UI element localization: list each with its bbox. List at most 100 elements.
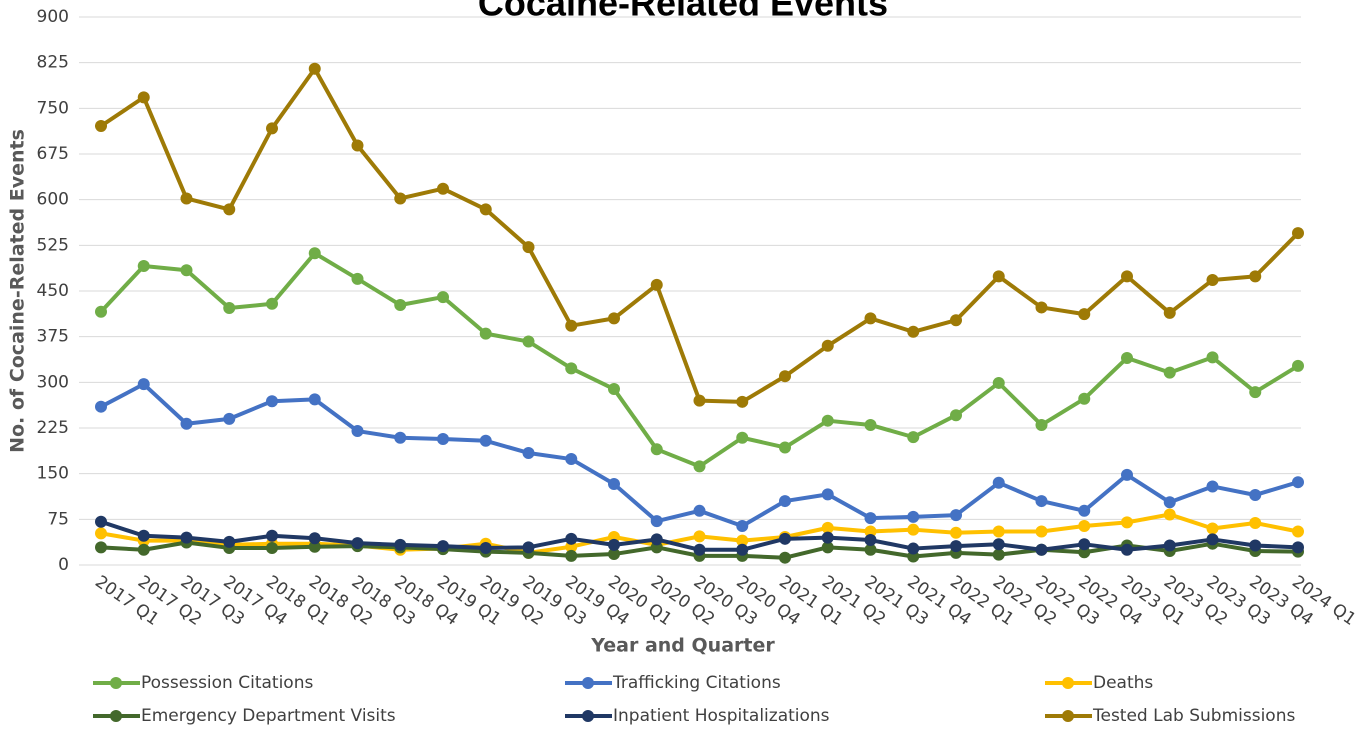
data-point: [1249, 488, 1262, 501]
data-point: [180, 192, 193, 205]
data-point: [1121, 543, 1133, 556]
data-point: [1249, 270, 1262, 283]
y-tick-label: 675: [37, 144, 69, 164]
data-point: [437, 540, 449, 553]
data-point: [1078, 538, 1091, 551]
data-point: [1163, 508, 1176, 521]
data-point: [1206, 533, 1219, 546]
data-point: [864, 543, 877, 556]
data-point: [907, 542, 920, 555]
data-point: [137, 543, 150, 556]
data-point: [650, 278, 663, 291]
data-point: [223, 203, 236, 216]
data-point: [1292, 476, 1304, 489]
y-tick-label: 750: [37, 98, 69, 118]
legend-label: Trafficking Citations: [612, 673, 781, 693]
data-point: [351, 272, 364, 285]
data-point: [1035, 543, 1048, 556]
data-point: [608, 478, 620, 491]
data-point: [394, 192, 407, 205]
y-tick-label: 150: [37, 464, 69, 484]
legend-marker: [110, 677, 122, 689]
data-point: [437, 291, 449, 304]
data-point: [1206, 522, 1219, 535]
data-point: [266, 529, 278, 542]
legend-marker: [1062, 710, 1074, 722]
data-point: [308, 532, 321, 545]
y-tick-label: 525: [37, 235, 69, 255]
data-point: [736, 395, 749, 408]
data-point: [95, 541, 107, 554]
legend-marker: [1062, 677, 1074, 689]
y-tick-label: 225: [37, 418, 69, 438]
data-point: [351, 139, 364, 152]
data-point: [693, 530, 706, 543]
y-tick-label: 375: [37, 327, 69, 347]
data-point: [479, 327, 492, 340]
data-point: [864, 312, 877, 325]
data-point: [1121, 468, 1133, 481]
data-point: [223, 412, 236, 425]
data-point: [864, 534, 877, 547]
data-point: [693, 460, 706, 473]
data-point: [1035, 418, 1048, 431]
data-point: [1121, 351, 1133, 364]
data-point: [907, 523, 920, 536]
data-point: [1206, 274, 1219, 287]
data-point: [1035, 525, 1048, 538]
data-point: [992, 476, 1005, 489]
data-point: [522, 446, 535, 459]
data-point: [992, 270, 1005, 283]
y-tick-label: 450: [37, 281, 69, 301]
data-point: [266, 297, 278, 310]
data-point: [992, 525, 1005, 538]
legend-label: Possession Citations: [141, 673, 313, 693]
data-point: [736, 534, 749, 547]
data-point: [821, 414, 834, 427]
data-point: [864, 418, 877, 431]
data-point: [950, 409, 962, 422]
data-point: [308, 62, 321, 75]
data-point: [565, 549, 578, 562]
data-point: [394, 431, 407, 444]
y-tick-label: 75: [47, 509, 69, 529]
data-point: [223, 302, 236, 315]
data-point: [821, 541, 834, 554]
data-point: [266, 395, 278, 408]
data-point: [608, 548, 620, 561]
data-point: [565, 362, 578, 375]
data-point: [180, 531, 193, 544]
data-point: [522, 241, 535, 254]
legend-marker: [110, 710, 122, 722]
data-point: [308, 247, 321, 260]
x-axis-title: Year and Quarter: [590, 635, 775, 657]
data-point: [992, 548, 1005, 561]
data-point: [1163, 306, 1176, 319]
data-point: [1292, 227, 1304, 240]
data-point: [950, 509, 962, 522]
data-point: [479, 434, 492, 447]
data-point: [907, 431, 920, 444]
data-point: [821, 339, 834, 352]
data-point: [736, 520, 749, 533]
y-tick-label: 0: [58, 555, 69, 575]
data-point: [608, 383, 620, 396]
legend-label: Deaths: [1093, 673, 1153, 693]
data-point: [779, 370, 791, 383]
data-point: [1035, 301, 1048, 314]
data-point: [437, 432, 449, 445]
series-line: [99, 66, 1300, 404]
data-point: [1292, 359, 1304, 372]
data-point: [308, 393, 321, 406]
data-point: [650, 515, 663, 528]
data-point: [992, 376, 1005, 389]
data-point: [266, 122, 278, 135]
data-point: [95, 515, 107, 528]
data-point: [650, 533, 663, 546]
data-point: [1078, 392, 1091, 405]
data-point: [907, 510, 920, 523]
data-point: [266, 541, 278, 554]
y-tick-label: 300: [37, 372, 69, 392]
data-point: [779, 495, 791, 508]
